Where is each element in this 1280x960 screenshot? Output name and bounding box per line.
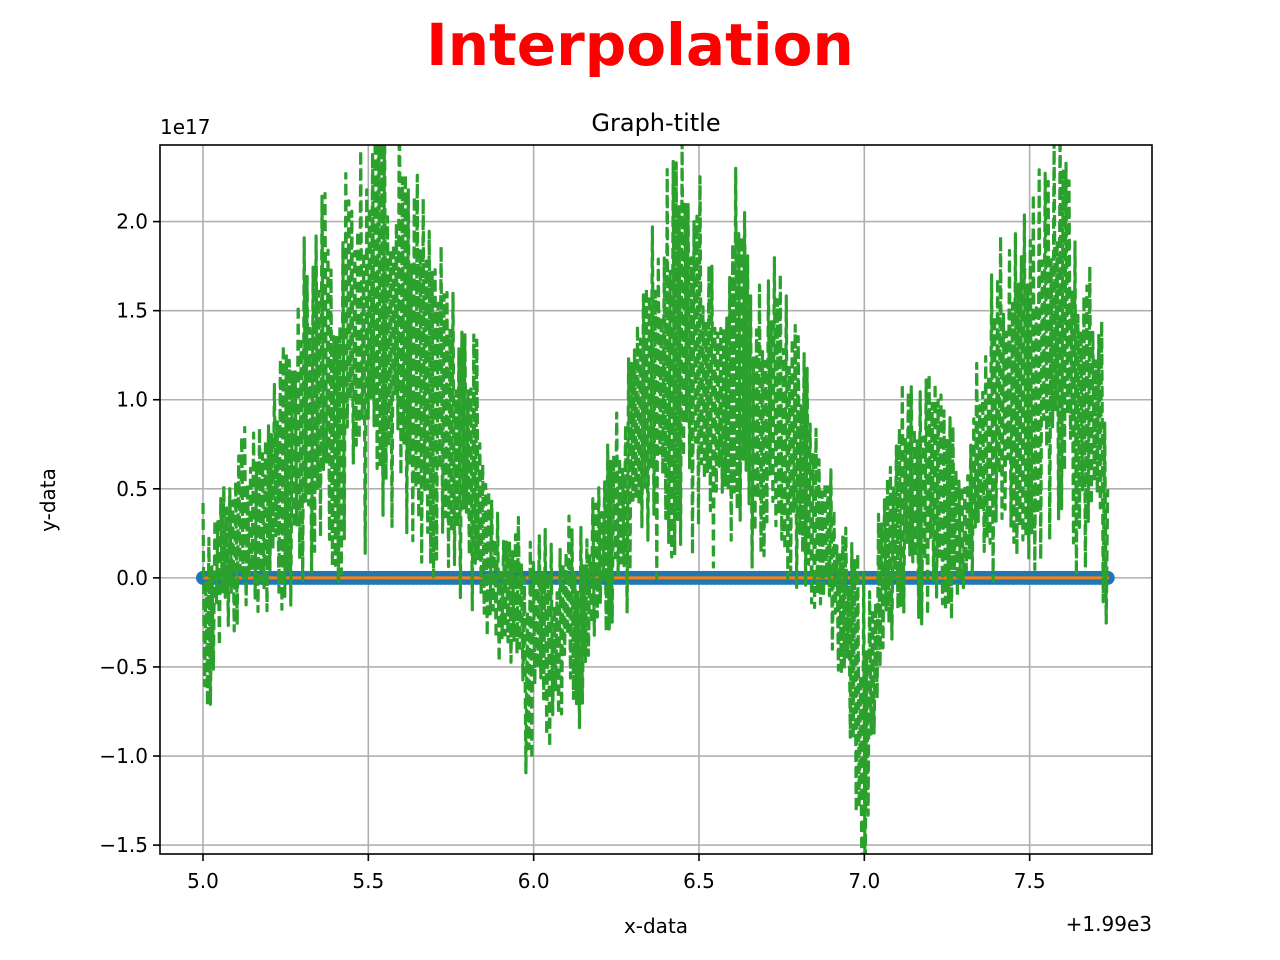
axes-frame [159, 144, 1153, 855]
y-tick-label: 0.5 [116, 477, 148, 501]
y-tick-label: −1.0 [99, 744, 148, 768]
y-tick-label: −1.5 [99, 833, 148, 857]
y-tick-label: 1.0 [116, 388, 148, 412]
x-tick-label: 6.5 [683, 869, 715, 893]
y-axis: −1.5 −1.0 −0.5 0.0 0.5 1.0 1.5 2.0 [99, 210, 160, 857]
y-tick-label: 0.0 [116, 566, 148, 590]
x-tick-label: 6.0 [518, 869, 550, 893]
x-tick-label: 5.0 [187, 869, 219, 893]
y-tick-label: 1.5 [116, 299, 148, 323]
y-axis-label: y-data [36, 468, 60, 532]
x-offset-label: +1.99e3 [1066, 912, 1152, 936]
figure-suptitle: Interpolation [426, 11, 854, 79]
chart-title: Graph-title [591, 109, 720, 137]
x-tick-label: 7.5 [1014, 869, 1046, 893]
x-axis: 5.0 5.5 6.0 6.5 7.0 7.5 [187, 854, 1046, 893]
y-scale-label: 1e17 [160, 115, 210, 139]
plot-area [195, 145, 1115, 854]
series-interp-dashed [201, 145, 1110, 854]
y-tick-label: −0.5 [99, 655, 148, 679]
x-tick-label: 5.5 [352, 869, 384, 893]
x-axis-label: x-data [624, 914, 688, 938]
x-tick-label: 7.0 [848, 869, 880, 893]
y-tick-label: 2.0 [116, 210, 148, 234]
